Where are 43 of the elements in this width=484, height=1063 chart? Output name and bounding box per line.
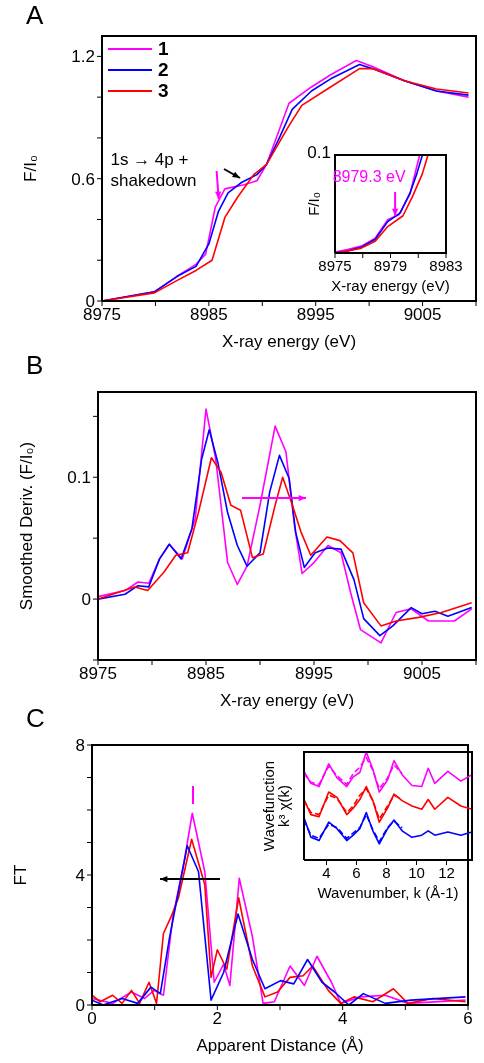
x-tick-label: 9005	[403, 664, 441, 684]
legend-label: 1	[158, 38, 169, 59]
legend-label: 2	[158, 59, 169, 80]
chart-title: B	[26, 350, 44, 380]
y-tick-label: 8	[75, 736, 85, 756]
y-axis-title: FT	[11, 864, 30, 886]
x-axis-title: X-ray energy (eV)	[221, 332, 357, 351]
x-axis-title: X-ray energy (eV)	[331, 277, 450, 294]
x-tick-label: 8995	[295, 664, 333, 684]
y-tick-label: 0	[75, 996, 85, 1016]
y-axis-title: F/I₀	[21, 155, 40, 182]
x-tick-label: 9005	[403, 305, 442, 325]
chart-title: A	[26, 0, 44, 30]
x-tick-label: 8975	[318, 256, 352, 274]
x-axis-title: X-ray energy (eV)	[219, 691, 355, 710]
x-tick-label: 6	[463, 1009, 473, 1029]
x-tick-label: 10	[408, 863, 425, 881]
line-series	[98, 456, 473, 627]
x-axis-title: Wavenumber, k (Å-1)	[317, 884, 459, 901]
y-axis-title: Smoothed Deriv. (F/I₀)	[17, 441, 36, 611]
x-axis-title: Apparent Distance (Å)	[196, 1036, 364, 1055]
x-tick-label: 8995	[296, 305, 335, 325]
y-tick-label: 1.2	[71, 47, 95, 67]
x-tick-label: 4	[337, 1009, 348, 1029]
x-tick-label: 4	[322, 863, 331, 881]
x-tick-label: 8985	[189, 305, 228, 325]
x-tick-label: 8983	[429, 256, 463, 274]
y-tick-label: 0	[81, 590, 91, 610]
x-tick-label: 8975	[79, 664, 117, 684]
x-tick-label: 6	[352, 863, 361, 881]
y-tick-label: 0.1	[67, 468, 91, 488]
annotation: 1s → 4p + shakedown	[110, 149, 198, 192]
y-tick-label: 0.6	[71, 169, 95, 189]
x-tick-label: 2	[212, 1009, 223, 1029]
y-axis-title: F/I₀	[305, 192, 322, 216]
x-tick-label: 12	[438, 863, 455, 881]
legend-label: 3	[158, 80, 169, 101]
x-tick-label: 8	[382, 863, 391, 881]
x-tick-label: 8985	[187, 664, 225, 684]
annotation: 0.1	[306, 143, 331, 163]
y-axis-title: Wavefunction k³ χ(k)	[260, 760, 292, 852]
chart-title: C	[26, 703, 45, 733]
x-tick-label: 8979	[373, 256, 408, 274]
